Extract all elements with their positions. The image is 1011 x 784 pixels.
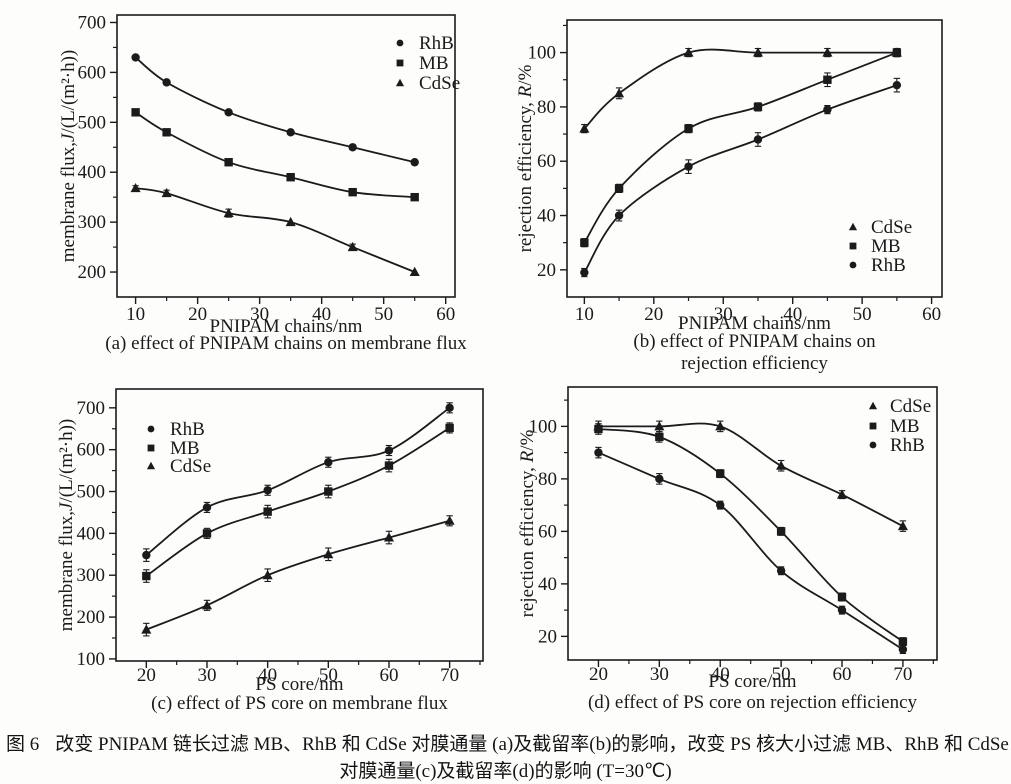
svg-text:50: 50 (772, 664, 791, 685)
svg-text:80: 80 (537, 97, 556, 118)
svg-text:300: 300 (77, 565, 106, 586)
subplot-d-rejection-efficiency-vs-ps-core-chart: 20 30 40 50 60 70 20 40 60 80 100 PS core/nm rejecti… (517, 386, 938, 713)
svg-text:30: 30 (197, 665, 216, 686)
subplot-c-membrane-flux-vs-ps-core-chart: 20 30 40 50 60 70 100 200 300 400 500 600 700 PS core… (56, 388, 484, 714)
svg-text:rejection efficiency, R/%: rejection efficiency, R/% (515, 64, 536, 252)
svg-text:(c) effect of PS core on membr: (c) effect of PS core on membrane flux (151, 693, 448, 714)
svg-text:MB: MB (419, 53, 449, 74)
svg-text:CdSe: CdSe (170, 456, 211, 477)
svg-text:30: 30 (714, 304, 733, 325)
svg-text:700: 700 (77, 398, 106, 419)
svg-text:100: 100 (529, 416, 558, 437)
svg-text:100: 100 (77, 649, 106, 670)
svg-text:PS core/nm: PS core/nm (255, 674, 343, 695)
svg-text:600: 600 (77, 440, 106, 461)
svg-text:(a) effect of PNIPAM chains on: (a) effect of PNIPAM chains on membrane … (105, 333, 467, 354)
svg-text:rejection efficiency: rejection efficiency (681, 353, 828, 374)
svg-text:(b) effect of PNIPAM chains on: (b) effect of PNIPAM chains on (633, 331, 876, 352)
svg-text:20: 20 (644, 304, 663, 325)
svg-text:80: 80 (538, 469, 557, 490)
svg-text:20: 20 (537, 260, 556, 281)
svg-text:60: 60 (537, 151, 556, 172)
svg-text:50: 50 (374, 304, 393, 325)
figure-caption: 图 6 改变 PNIPAM 链长过滤 MB、RhB 和 CdSe 对膜通量 (a)… (0, 715, 1011, 784)
figure-number-label: 图 6 (6, 734, 40, 755)
svg-text:600: 600 (78, 62, 107, 83)
svg-text:40: 40 (538, 574, 557, 595)
svg-text:30: 30 (250, 304, 269, 325)
svg-text:MB: MB (890, 416, 920, 437)
svg-text:20: 20 (137, 665, 156, 686)
svg-text:50: 50 (853, 304, 872, 325)
svg-text:40: 40 (312, 304, 331, 325)
svg-text:40: 40 (711, 664, 730, 685)
svg-text:40: 40 (537, 206, 556, 227)
svg-text:500: 500 (77, 482, 106, 503)
svg-text:60: 60 (436, 304, 455, 325)
top-row: 10 20 30 40 50 60 200 300 400 500 600 700 PNIPAM cha… (0, 0, 1011, 375)
svg-text:rejection efficiency, R/%: rejection efficiency, R/% (517, 429, 538, 617)
svg-text:10: 10 (575, 304, 594, 325)
svg-text:40: 40 (258, 665, 277, 686)
svg-text:MB: MB (871, 236, 901, 257)
svg-text:500: 500 (78, 112, 107, 133)
svg-text:RhB: RhB (871, 255, 906, 276)
svg-text:60: 60 (538, 521, 557, 542)
svg-text:50: 50 (319, 665, 338, 686)
subplot-b-rejection-efficiency-vs-pnipam-chart: 10 20 30 40 50 60 20 40 60 80 100 PNIPAM chains/nm r… (515, 19, 943, 374)
bottom-row: 20 30 40 50 60 70 100 200 300 400 500 600 700 PS core… (0, 375, 1011, 715)
svg-text:100: 100 (528, 43, 557, 64)
svg-text:400: 400 (78, 162, 107, 183)
svg-text:20: 20 (538, 626, 557, 647)
svg-text:CdSe: CdSe (419, 73, 460, 94)
svg-text:20: 20 (589, 664, 608, 685)
svg-text:400: 400 (77, 523, 106, 544)
subplot-a-membrane-flux-vs-pnipam-chart: 10 20 30 40 50 60 200 300 400 500 600 700 PNIPAM cha… (58, 12, 467, 354)
figure-caption-line-2: 对膜通量(c)及截留率(d)的影响 (T=30℃) (339, 761, 672, 782)
svg-text:PNIPAM chains/nm: PNIPAM chains/nm (678, 313, 831, 334)
svg-text:40: 40 (783, 304, 802, 325)
svg-text:70: 70 (440, 665, 459, 686)
svg-text:30: 30 (650, 664, 669, 685)
svg-text:RhB: RhB (170, 419, 205, 440)
svg-text:(d) effect of PS core on rejec: (d) effect of PS core on rejection effic… (588, 692, 918, 713)
svg-text:60: 60 (833, 664, 852, 685)
svg-text:RhB: RhB (419, 33, 454, 54)
svg-text:200: 200 (78, 262, 107, 283)
svg-text:70: 70 (893, 664, 912, 685)
svg-text:CdSe: CdSe (871, 217, 912, 238)
figure-caption-line-1: 图 6 改变 PNIPAM 链长过滤 MB、RhB 和 CdSe 对膜通量 (a)… (0, 731, 1011, 758)
svg-text:PNIPAM chains/nm: PNIPAM chains/nm (210, 316, 363, 337)
svg-text:60: 60 (379, 665, 398, 686)
svg-text:MB: MB (170, 438, 200, 459)
svg-text:CdSe: CdSe (890, 396, 931, 417)
svg-text:300: 300 (78, 212, 107, 233)
svg-text:membrane flux,J/(L/(m²·h)): membrane flux,J/(L/(m²·h)) (58, 50, 79, 263)
figure-caption-text-1: 改变 PNIPAM 链长过滤 MB、RhB 和 CdSe 对膜通量 (a)及截留… (55, 734, 1009, 755)
svg-text:200: 200 (77, 607, 106, 628)
svg-text:20: 20 (188, 304, 207, 325)
svg-text:RhB: RhB (890, 435, 925, 456)
svg-text:10: 10 (126, 304, 145, 325)
svg-text:membrane flux,J/(L/(m²·h)): membrane flux,J/(L/(m²·h)) (56, 419, 77, 632)
svg-text:60: 60 (922, 304, 941, 325)
svg-text:PS core/nm: PS core/nm (708, 671, 796, 692)
svg-text:700: 700 (78, 12, 107, 33)
